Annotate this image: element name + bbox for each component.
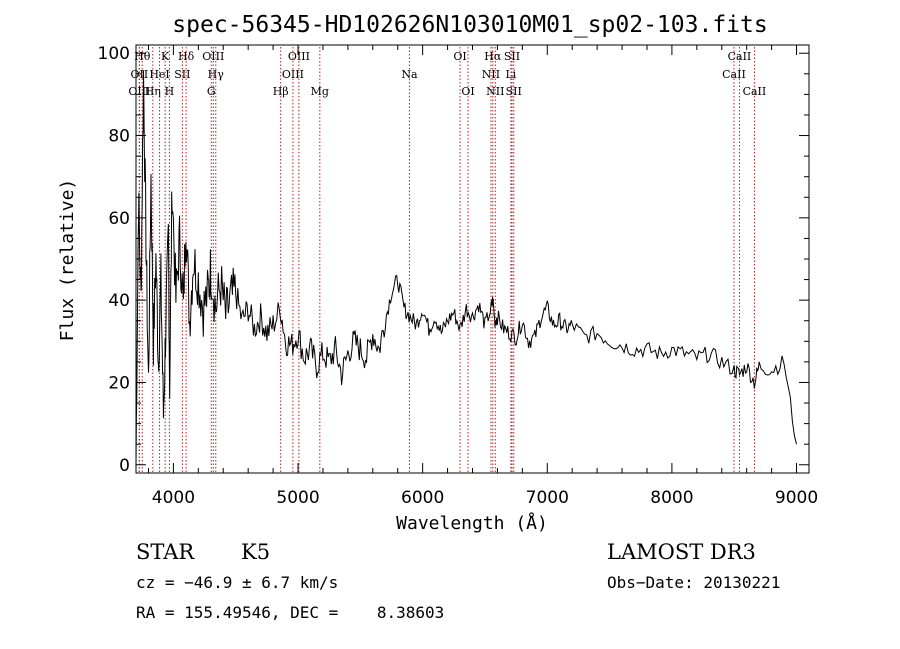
line-label-20: Hα — [484, 50, 502, 63]
y-tick-label-2: 40 — [108, 291, 130, 311]
redshift-readout: cz = −46.9 ± 6.7 km/s — [136, 573, 339, 592]
line-label-14: OIII — [288, 50, 310, 63]
survey-name: LAMOST DR3 — [607, 540, 756, 564]
spectral-line-markers — [138, 47, 755, 473]
y-tick-label-3: 60 — [108, 209, 130, 229]
y-tick-label-4: 80 — [108, 127, 130, 147]
y-axis-label: Flux (relative) — [57, 179, 78, 342]
line-label-11: G — [207, 85, 216, 98]
line-label-4: HeI — [149, 68, 169, 81]
plot-frame — [135, 44, 810, 474]
line-label-21: NII — [486, 85, 504, 98]
x-axis-label: Wavelength (Å) — [396, 512, 548, 534]
x-tick-label-2: 6000 — [401, 488, 444, 508]
line-label-22: SII — [504, 50, 520, 63]
y-tick-label-1: 20 — [108, 373, 130, 393]
y-tick-label-0: 0 — [119, 456, 130, 476]
axes: 4000 5000 6000 7000 8000 9000 0 20 40 60 80 100 — [98, 44, 819, 508]
line-label-23: Li — [505, 68, 516, 81]
x-tick-label-0: 4000 — [152, 488, 195, 508]
line-label-6: H — [165, 85, 175, 98]
x-tick-label-1: 5000 — [276, 488, 319, 508]
observation-date: Obs−Date: 20130221 — [607, 573, 781, 592]
line-label-26: CaII — [728, 50, 752, 63]
spectral-line-labels: OII OIII Hθ Hη HeI K H SII Hδ OIII Hγ G Hβ OIII OIII Mg… — [128, 50, 766, 98]
chart-title: spec-56345-HD102626N103010M01_sp02-103.f… — [172, 12, 767, 38]
x-tick-label-5: 9000 — [775, 488, 818, 508]
line-label-15: Mg — [311, 85, 329, 98]
line-label-9: OIII — [202, 50, 224, 63]
line-label-3: Hη — [145, 85, 161, 98]
line-label-1: OIII — [128, 85, 150, 98]
line-label-2: Hθ — [134, 50, 151, 63]
line-label-10: Hγ — [208, 68, 225, 81]
line-label-25: CaII — [722, 68, 746, 81]
line-label-19: NII — [482, 68, 500, 81]
line-label-7: SII — [174, 68, 190, 81]
y-tick-label-5: 100 — [98, 44, 130, 64]
line-label-13: OIII — [282, 68, 304, 81]
x-tick-label-4: 8000 — [650, 488, 693, 508]
line-label-24: SII — [506, 85, 522, 98]
spectral-subclass: K5 — [241, 540, 271, 564]
x-tick-label-3: 7000 — [526, 488, 569, 508]
line-label-17: OI — [453, 50, 466, 63]
line-label-12: Hβ — [273, 85, 289, 98]
coordinates-readout: RA = 155.49546, DEC = 8.38603 — [136, 603, 445, 622]
spectrum-trace — [135, 70, 797, 465]
line-label-18: OI — [461, 85, 474, 98]
line-label-27: CaII — [743, 85, 767, 98]
line-label-8: Hδ — [178, 50, 195, 63]
line-label-16: Na — [401, 68, 418, 81]
line-label-5: K — [161, 50, 170, 63]
line-label-0: OII — [131, 68, 149, 81]
object-class: STAR — [136, 540, 195, 564]
